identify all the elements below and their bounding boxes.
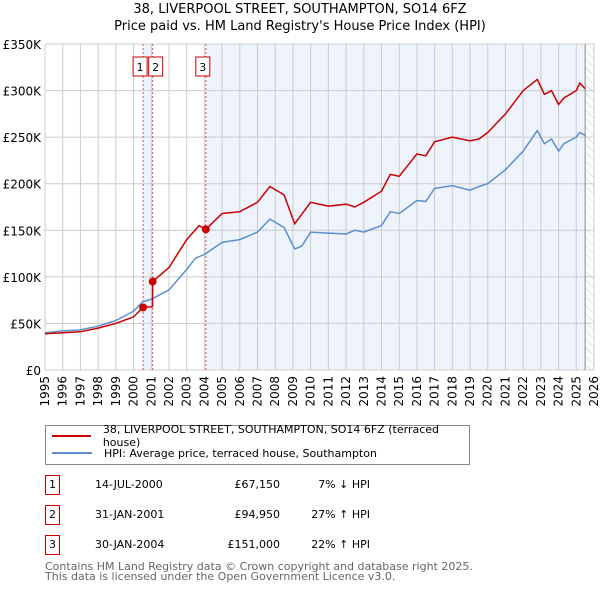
x-tick-label: 1997 [73,376,87,407]
sale-label-box [148,56,164,77]
series-line [44,129,586,334]
sale-label: 2 [152,61,159,74]
sale-point [139,303,148,312]
legend-item-property: 38, LIVERPOOL STREET, SOUTHAMPTON, SO14 … [46,423,469,449]
x-tick-label: 2011 [321,376,335,407]
y-tick-label: £100K [3,271,43,285]
sale-point [148,277,157,286]
x-tick-label: 2023 [534,376,548,407]
x-tick-label: 2013 [357,376,371,407]
x-tick-label: 2008 [268,376,282,407]
x-tick-label: 2022 [516,376,530,407]
x-tick-label: 2019 [463,376,477,407]
x-tick-label: 2003 [180,376,194,407]
y-tick-label: £200K [3,178,43,192]
y-tick-label: £350K [3,38,43,52]
y-tick-label: £250K [3,131,43,145]
transaction-price: £151,000 [227,538,281,551]
transaction-price: £67,150 [234,478,281,491]
x-tick-label: 1999 [109,376,123,407]
x-tick-label: 2004 [197,376,211,407]
shade-region [205,44,586,370]
x-tick-label: 2014 [374,376,388,407]
transaction-hpi-diff: 22% ↑ HPI [311,538,370,551]
chart-subtitle: Price paid vs. HM Land Registry's House … [114,19,486,34]
footer-licence: This data is licensed under the Open Gov… [45,570,396,583]
x-tick-label: 2026 [587,376,600,407]
transaction-price: £94,950 [234,508,281,521]
x-tick-label: 2020 [481,376,495,407]
x-tick-label: 2010 [304,376,318,407]
x-tick-label: 2021 [498,376,512,407]
x-tick-label: 2012 [339,376,353,407]
footer-copyright: Contains HM Land Registry data © Crown c… [45,560,473,573]
legend-label-hpi: HPI: Average price, terraced house, Sout… [104,446,377,460]
y-tick-label: £50K [10,317,42,331]
x-tick-label: 2016 [410,376,424,407]
legend: 38, LIVERPOOL STREET, SOUTHAMPTON, SO14 … [45,423,470,465]
hpi-line-swatch [52,452,92,454]
sale-label-box [132,56,148,77]
y-tick-label: £0 [26,364,41,378]
transaction-row: 1 14-JUL-2000 £67,150 7% ↓ HPI [45,475,545,495]
sale-label: 3 [199,61,206,74]
x-tick-label: 1995 [38,376,52,407]
property-line-swatch [52,435,91,437]
legend-label-property: 38, LIVERPOOL STREET, SOUTHAMPTON, SO14 … [102,423,440,449]
x-tick-label: 1998 [91,376,105,407]
x-tick-label: 2017 [428,376,442,407]
price-chart: 1995 1996 1997 1998 1999 2000 2001 2002 2003 2004… [3,38,600,407]
series-line [44,78,586,335]
x-tick-label: 2001 [144,376,158,407]
transaction-row: 2 31-JAN-2001 £94,950 27% ↑ HPI [45,505,545,525]
x-tick-label: 2007 [251,376,265,407]
x-tick-label: 2005 [215,376,229,407]
transaction-hpi-diff: 7% ↓ HPI [318,478,370,491]
x-tick-label: 2000 [127,376,141,407]
transaction-date: 30-JAN-2004 [95,538,165,551]
x-tick-label: 2009 [286,376,300,407]
x-tick-label: 2024 [552,376,566,407]
x-tick-label: 2006 [233,376,247,407]
transaction-hpi-diff: 27% ↑ HPI [311,508,370,521]
transaction-number-badge: 1 [45,475,60,495]
x-tick-label: 2018 [445,376,459,407]
transaction-number-badge: 2 [45,505,60,525]
transaction-row: 3 30-JAN-2004 £151,000 22% ↑ HPI [45,535,545,555]
x-tick-label: 1996 [56,376,70,407]
legend-item-hpi: HPI: Average price, terraced house, Sout… [46,445,377,461]
transaction-date: 14-JUL-2000 [95,478,163,491]
transaction-date: 31-JAN-2001 [95,508,165,521]
x-tick-label: 2002 [162,376,176,407]
x-tick-label: 2025 [569,376,583,407]
shade-region [143,44,153,370]
sale-point [201,225,210,234]
forecast-hatch [585,44,594,370]
sale-label-box [195,56,211,77]
transaction-number-badge: 3 [45,535,60,555]
chart-title: 38, LIVERPOOL STREET, SOUTHAMPTON, SO14 … [133,2,467,17]
y-tick-label: £150K [3,224,43,238]
sale-label: 1 [137,61,144,74]
y-tick-label: £300K [3,85,43,99]
x-tick-label: 2015 [392,376,406,407]
